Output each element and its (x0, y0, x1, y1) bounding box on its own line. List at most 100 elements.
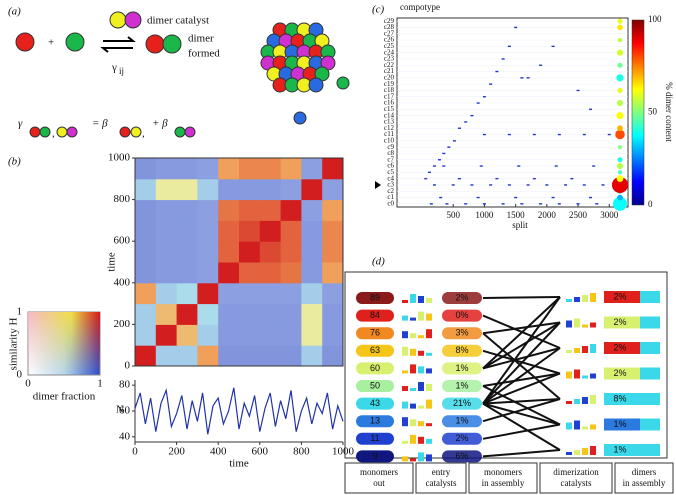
bubble (617, 170, 623, 175)
column-label: dimers in assembly (623, 467, 666, 488)
heatmap-cell (239, 158, 261, 180)
y-tick-label: c24 (384, 48, 395, 56)
y-tick-label: c0 (387, 199, 394, 207)
dimer-pct: 1% (613, 444, 626, 454)
point (476, 102, 480, 104)
plot-frame (396, 17, 629, 208)
y-tick-label: c21 (384, 67, 395, 75)
catalyst-bar (402, 300, 408, 303)
legend-xlabel: dimer fraction (33, 391, 96, 403)
heatmap-cell (322, 199, 344, 221)
y-axis-label: time (106, 252, 118, 272)
heatmap-cell (259, 241, 282, 263)
dimer-bar (604, 393, 640, 405)
heatmap-cell (280, 324, 302, 346)
point (517, 165, 521, 167)
catalyst-bar (582, 324, 588, 328)
catalyst-bar (590, 373, 596, 379)
y-tick-label: c26 (384, 36, 395, 44)
colorbar-tick-label: 100 (648, 14, 662, 24)
colorbar (631, 19, 645, 206)
catalyst-bar (402, 386, 408, 391)
catalyst-bar (410, 333, 416, 339)
point (429, 203, 433, 205)
panel-label: (b) (8, 156, 21, 168)
monomer (65, 32, 85, 52)
catalyst-bar (426, 329, 432, 339)
colorbar-tick-label: 50 (648, 107, 658, 117)
catalyst-bar (566, 371, 572, 379)
label: dimer (188, 33, 214, 45)
heatmap-cell (322, 158, 344, 180)
catalyst-bar (574, 318, 580, 328)
column-box (614, 462, 674, 494)
y-tick-label: 400 (114, 276, 131, 288)
catalyst-bar (402, 315, 408, 321)
bubble (617, 125, 623, 132)
heatmap-cell (135, 282, 157, 305)
catalyst-bar (410, 434, 416, 444)
link (482, 385, 561, 426)
point (570, 177, 574, 180)
monomer-dot (39, 126, 51, 138)
heatmap-cell (218, 241, 240, 263)
point (442, 152, 446, 155)
catalyst-bar (426, 368, 432, 374)
link (482, 296, 561, 299)
point (427, 171, 431, 174)
label: formed (188, 48, 220, 60)
point (589, 196, 593, 199)
catalyst-bar (418, 405, 424, 409)
heatmap-cell (135, 178, 157, 201)
link (482, 296, 561, 370)
heatmap-cell (301, 345, 323, 367)
catalyst-bar (590, 395, 596, 404)
bubble (617, 87, 623, 93)
monomer-count: 11 (370, 433, 379, 443)
point (592, 165, 596, 167)
label: dimer catalyst (147, 15, 209, 27)
bubble (616, 99, 624, 107)
heatmap-cell (197, 282, 219, 305)
panel-label: (c) (372, 4, 385, 16)
catalyst-bar (410, 388, 416, 391)
bubble (617, 18, 623, 24)
heatmap-cell (239, 220, 261, 242)
point (482, 203, 486, 205)
heatmap-cell (239, 199, 261, 221)
heatmap-cell (155, 345, 178, 367)
catalyst-bar (574, 297, 580, 302)
panel-frame (344, 271, 668, 459)
heatmap-cell (301, 262, 323, 284)
catalyst-bar (418, 452, 424, 462)
heatmap-cell (155, 262, 178, 284)
link (482, 321, 561, 335)
monomer-count: 43 (370, 398, 380, 408)
assembly-box (442, 432, 482, 445)
point (432, 184, 436, 186)
point (470, 114, 474, 117)
heatmap-cell (197, 324, 219, 346)
dimer-pct: 8% (613, 393, 626, 403)
heatmap-cell (176, 220, 198, 242)
monomer-dot (119, 126, 131, 138)
point (539, 203, 543, 205)
point (595, 203, 599, 205)
catalyst-bar (566, 452, 572, 455)
monomer-count-box (356, 309, 394, 322)
heatmap-cell (239, 241, 261, 263)
heatmap-cell (259, 220, 282, 242)
assembly-pct: 8% (455, 345, 468, 355)
catalyst-bar (566, 401, 572, 404)
assembly-pct: 2% (455, 433, 468, 443)
catalyst-bar (574, 420, 580, 430)
assembly-box (442, 380, 482, 392)
heatmap-cell (218, 303, 240, 325)
dimer-bar (604, 418, 640, 431)
y-tick-label: c2 (387, 187, 394, 195)
y-tick-label: c20 (384, 73, 395, 81)
point (447, 146, 451, 148)
heatmap-cell (280, 220, 302, 242)
monomer (162, 34, 182, 54)
